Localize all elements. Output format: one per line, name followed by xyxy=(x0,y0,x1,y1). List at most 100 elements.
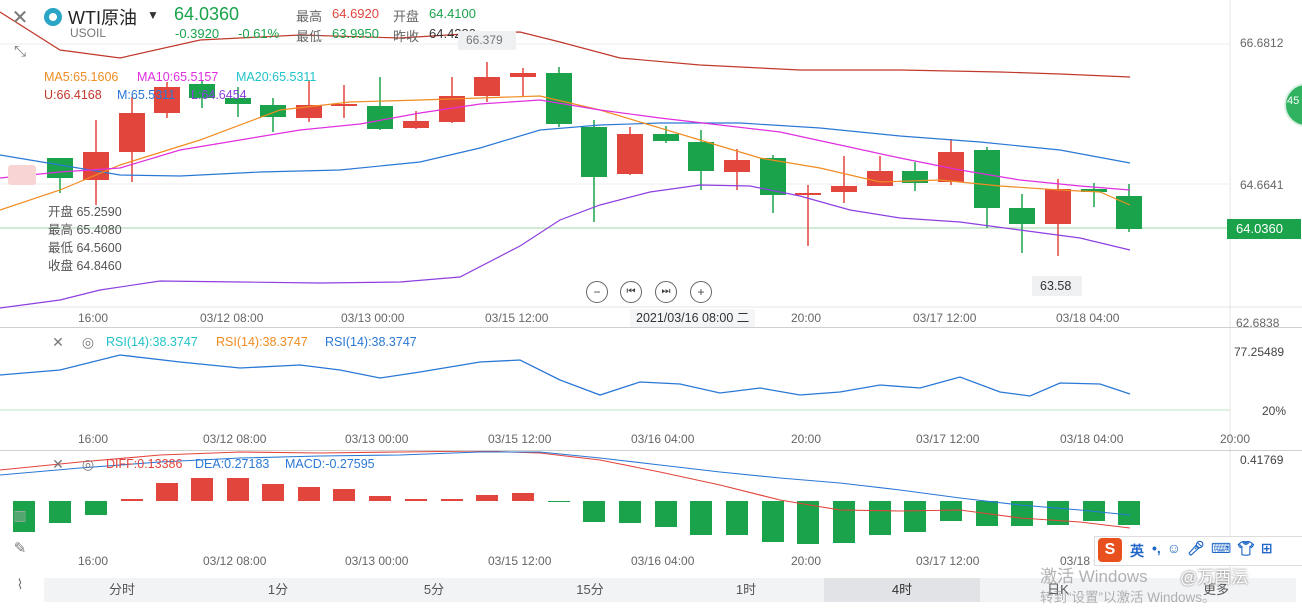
rsi-line xyxy=(0,354,1131,397)
symbol-icon-dot xyxy=(49,13,57,21)
rsi-axis-bottom: 20% xyxy=(1262,404,1287,418)
zoom-out-button[interactable]: − xyxy=(586,281,608,303)
macd-axis-top: 0.41769 xyxy=(1240,453,1284,467)
time-label: 03/12 08:00 xyxy=(203,432,267,446)
candle-body xyxy=(83,152,109,180)
macd-bar xyxy=(476,495,498,501)
emoji-icon[interactable]: ☺ xyxy=(1166,540,1182,556)
macd-bar xyxy=(583,501,605,522)
time-label: 03/16 04:00 xyxy=(631,554,695,568)
crosshair-close: 收盘 64.8460 xyxy=(48,259,122,273)
macd-bar xyxy=(619,501,641,523)
candle-body xyxy=(688,142,714,171)
macd-diff-label: DIFF:0.13386 xyxy=(106,457,183,471)
indicator-icon[interactable]: ⌇ xyxy=(16,576,24,592)
tab-more[interactable]: 更多 xyxy=(1136,578,1296,602)
boll-u-label: U:66.4168 xyxy=(44,88,102,102)
candle-body xyxy=(1081,189,1107,192)
activation-watermark-line1: 激活 Windows xyxy=(1040,567,1148,586)
pencil-icon[interactable]: ✎ xyxy=(13,540,27,557)
tab-4h[interactable]: 4时 xyxy=(824,578,980,602)
axis-mid-price: 64.6641 xyxy=(1240,178,1284,192)
grid-icon[interactable]: ⊞ xyxy=(1260,540,1273,556)
symbol-name[interactable]: WTI原油 xyxy=(68,8,137,28)
current-price-label: 64.0360 xyxy=(1236,221,1283,236)
rsi-label-3: RSI(14):38.3747 xyxy=(325,335,417,349)
time-label: 03/15 12:00 xyxy=(488,554,552,568)
tab-15min[interactable]: 15分 xyxy=(512,578,668,602)
macd-bar xyxy=(833,501,855,543)
skin-icon[interactable]: 👕︎ xyxy=(1237,540,1255,556)
candle-body xyxy=(154,87,180,113)
collapse-icon[interactable]: ⤡ xyxy=(13,43,26,60)
time-label: 03/17 12:00 xyxy=(913,311,977,325)
boll-upper-line xyxy=(0,11,1131,78)
candle-body xyxy=(260,105,286,117)
rsi-settings-icon[interactable]: ◎ xyxy=(81,334,95,350)
macd-bar xyxy=(1118,501,1140,525)
ime-icons[interactable]: •, ☺ 🎤︎ ⌨ 👕︎ ⊞ xyxy=(1152,540,1279,557)
time-label: 20:00 xyxy=(791,554,822,568)
ime-logo[interactable]: S xyxy=(1098,538,1122,562)
time-label: 20:00 xyxy=(1220,432,1251,446)
candle-body xyxy=(831,186,857,192)
crosshair-time-label: 2021/03/16 08:00 二 xyxy=(630,309,756,327)
mic-icon[interactable]: 🎤︎ xyxy=(1187,540,1205,556)
close-macd-icon[interactable]: ✕ xyxy=(52,456,64,472)
time-label: 03/18 04:00 xyxy=(1060,432,1124,446)
candle-body xyxy=(1009,208,1035,224)
scroll-left-button[interactable]: ⏮ xyxy=(620,281,642,303)
ime-toolbar[interactable] xyxy=(1094,536,1302,566)
time-label: 03/17 12:00 xyxy=(916,432,980,446)
last-price: 64.0360 xyxy=(174,4,240,24)
time-label: 03/15 12:00 xyxy=(485,311,549,325)
macd-diff-line xyxy=(0,450,1131,529)
rsi-label-2: RSI(14):38.3747 xyxy=(216,335,308,349)
keyboard-icon[interactable]: ⌨ xyxy=(1210,540,1232,556)
pane-divider xyxy=(0,450,1302,451)
time-label: 03/13 00:00 xyxy=(345,554,409,568)
punct-icon[interactable]: •, xyxy=(1152,540,1161,556)
tab-daily[interactable]: 日K xyxy=(980,578,1136,602)
time-label: 03/12 08:00 xyxy=(200,311,264,325)
axis-top-price: 66.6812 xyxy=(1240,36,1284,50)
close-rsi-icon[interactable]: ✕ xyxy=(52,334,64,350)
current-price-tag xyxy=(1227,219,1301,239)
rsi-label-1: RSI(14):38.3747 xyxy=(106,335,198,349)
candle-body xyxy=(403,121,429,128)
macd-bar xyxy=(227,478,249,501)
max-price-marker: 66.379 xyxy=(466,33,503,47)
macd-bar xyxy=(298,487,320,501)
zoom-in-button[interactable]: + xyxy=(690,281,712,303)
boll-m-label: M:65.5311 xyxy=(117,88,176,102)
boll-middle-line xyxy=(0,122,1131,177)
time-label: 16:00 xyxy=(78,311,109,325)
scroll-right-button[interactable]: ⏭ xyxy=(655,281,677,303)
macd-bar xyxy=(49,501,71,523)
candle-body xyxy=(974,150,1000,208)
drawing-tool-icon[interactable] xyxy=(8,165,36,185)
candle-body xyxy=(119,113,145,152)
ma5-label: MA5:65.1606 xyxy=(44,70,119,84)
macd-settings-icon[interactable]: ◎ xyxy=(81,456,95,472)
ma20-label: MA20:65.5311 xyxy=(236,70,317,84)
side-badge-text: 45 xyxy=(1287,95,1300,107)
ime-lang[interactable]: 英 xyxy=(1130,543,1144,559)
symbol-dropdown-icon[interactable]: ▼ xyxy=(147,8,159,22)
ma5-line xyxy=(0,95,1131,211)
high-label: 最高 xyxy=(296,9,323,24)
tab-5min[interactable]: 5分 xyxy=(356,578,512,602)
time-label: 03/18 04:00 xyxy=(1056,311,1120,325)
tab-fenshi[interactable]: 分时 xyxy=(44,578,200,602)
macd-bar xyxy=(940,501,962,521)
macd-bar xyxy=(156,483,178,501)
bars-icon[interactable]: ▥ xyxy=(13,507,27,523)
macd-bar xyxy=(1047,501,1069,525)
macd-bar xyxy=(85,501,107,515)
tab-1h[interactable]: 1时 xyxy=(668,578,824,602)
time-label: 03/15 12:00 xyxy=(488,432,552,446)
macd-bar xyxy=(548,501,570,502)
close-icon[interactable]: ✕ xyxy=(11,7,29,29)
tab-1min[interactable]: 1分 xyxy=(200,578,356,602)
